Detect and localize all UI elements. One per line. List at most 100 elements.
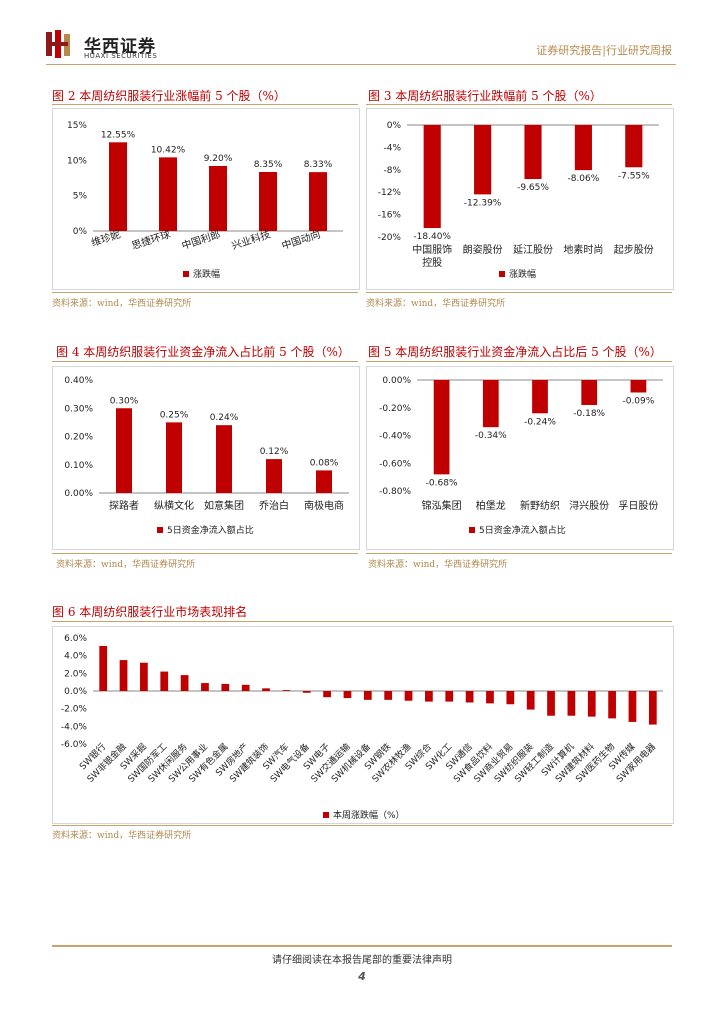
bar — [648, 691, 657, 725]
y-tick-label: 10% — [67, 156, 87, 166]
y-tick-label: -0.20% — [379, 404, 411, 414]
bar — [343, 691, 352, 699]
data-label: -12.39% — [464, 198, 502, 208]
bar — [628, 691, 637, 722]
category-label: 孚日股份 — [618, 500, 658, 512]
bar — [262, 688, 270, 691]
bar — [465, 691, 474, 703]
y-tick-label: -20% — [378, 233, 402, 243]
category-label: 南极电商 — [304, 499, 344, 512]
category-label: 乔治白 — [259, 499, 289, 512]
fig2-panel: 0% 5% 10% 15% 12.55% 维珍妮 10.42% 思捷环球 9.20% 中国利郎 8.… — [52, 108, 360, 290]
category-label: 柏堡龙 — [476, 499, 506, 512]
data-label: -0.09% — [622, 396, 654, 406]
bar — [160, 671, 169, 691]
y-tick-label: 0.00% — [382, 376, 411, 386]
data-label: -0.24% — [524, 417, 556, 427]
category-label: 地素时尚 — [563, 243, 603, 256]
bar — [323, 691, 331, 698]
bar — [282, 690, 291, 691]
fig2-title: 图 2 本周纺织服装行业涨幅前 5 个股（%） — [52, 89, 286, 103]
data-label: -9.65% — [517, 183, 549, 193]
bar — [259, 171, 277, 231]
fig4-title: 图 4 本周纺织服装行业资金净流入占比前 5 个股（%） — [56, 345, 350, 359]
fig5-source: 资料来源：wind，华西证券研究所 — [368, 560, 508, 570]
y-tick-label: -0.60% — [379, 459, 411, 469]
bar — [221, 683, 230, 691]
fig4-chart: 0.00% 0.10% 0.20% 0.30% 0.40% 0.30% 探路者 0.25% 纵横… — [64, 376, 349, 536]
y-tick-label: 0.10% — [64, 461, 93, 471]
bar — [201, 683, 209, 691]
category-label: 浔兴股份 — [569, 499, 609, 512]
data-label: -7.55% — [618, 171, 650, 181]
bar — [316, 470, 332, 493]
bar — [433, 380, 450, 475]
y-tick-label: 0.00% — [64, 489, 93, 499]
fig5-panel: 0.00% -0.20% -0.40% -0.60% -0.80% -0.68% 锦泓集团 -… — [366, 366, 674, 550]
bar — [241, 684, 250, 691]
legal-notice: 请仔细阅读在本报告尾部的重要法律声明 — [272, 955, 452, 966]
bar — [547, 691, 555, 716]
bar — [423, 125, 441, 229]
fig2-source-divider — [52, 292, 358, 293]
category-label: 新野纺织 — [520, 499, 560, 512]
bar — [302, 691, 311, 693]
data-label: -18.40% — [413, 232, 451, 242]
y-tick-label: -16% — [378, 211, 402, 221]
bar — [99, 645, 108, 691]
y-tick-label: 4.0% — [64, 652, 87, 662]
brand-name-en: HUAXI SECURITIES — [84, 52, 158, 60]
category-label: 朗姿股份 — [463, 243, 503, 256]
fig5-source-divider — [366, 553, 672, 554]
bar — [166, 422, 182, 493]
legend-label: 涨跌幅 — [509, 268, 536, 280]
fig2-title-divider — [52, 104, 358, 105]
fig4-title-divider — [52, 361, 358, 362]
y-tick-label: 0.30% — [64, 404, 93, 414]
fig6-title-divider — [52, 621, 672, 622]
report-type: 证券研究报告|行业研究周报 — [536, 44, 672, 57]
legend-label: 本周涨跌幅（%） — [333, 809, 405, 821]
bar — [116, 408, 132, 493]
bar — [625, 125, 643, 168]
category-label: 探路者 — [109, 499, 139, 512]
fig3-title: 图 3 本周纺织服装行业跌幅前 5 个股（%） — [368, 89, 602, 103]
fig5-title-divider — [366, 361, 672, 362]
y-tick-label: -4% — [383, 143, 401, 153]
legend-swatch — [183, 271, 189, 277]
legend-label: 5日资金净流入额占比 — [479, 524, 566, 536]
category-label: 中国服饰 — [412, 243, 452, 256]
legend-swatch — [499, 271, 505, 277]
data-label: 9.20% — [204, 154, 233, 164]
y-tick-label: -2.0% — [61, 705, 88, 715]
y-tick-label: 0.20% — [64, 433, 93, 443]
data-label: 0.30% — [110, 396, 139, 406]
category-label: 纵横文化 — [154, 499, 194, 512]
category-label: 锦泓集团 — [422, 499, 462, 512]
fig4-source-divider — [52, 553, 358, 554]
y-tick-label: -0.40% — [379, 432, 411, 442]
bar — [109, 142, 127, 231]
bar — [309, 172, 327, 231]
y-tick-label: 2.0% — [64, 669, 87, 679]
y-tick-label: -6.0% — [61, 740, 88, 750]
fig5-chart: 0.00% -0.20% -0.40% -0.60% -0.80% -0.68% 锦泓集团 -… — [379, 376, 663, 536]
data-label: 0.12% — [260, 447, 289, 457]
bar — [608, 691, 616, 719]
data-label: -0.18% — [573, 409, 605, 419]
y-tick-label: 5% — [73, 192, 88, 202]
bar — [216, 425, 232, 493]
bar — [445, 691, 454, 702]
category-label: 起步股份 — [614, 244, 654, 256]
fig2-source: 资料来源：wind，华西证券研究所 — [52, 299, 192, 309]
bar — [532, 380, 548, 414]
category-label: 如意集团 — [204, 499, 244, 512]
data-label: 8.33% — [304, 160, 333, 170]
brand-name: 华西证券 — [84, 37, 156, 57]
data-label: -0.34% — [475, 431, 507, 441]
y-tick-label: 0.0% — [64, 687, 87, 697]
bar — [567, 691, 576, 716]
bar — [574, 125, 592, 171]
fig6-title: 图 6 本周纺织服装行业市场表现排名 — [52, 605, 248, 619]
